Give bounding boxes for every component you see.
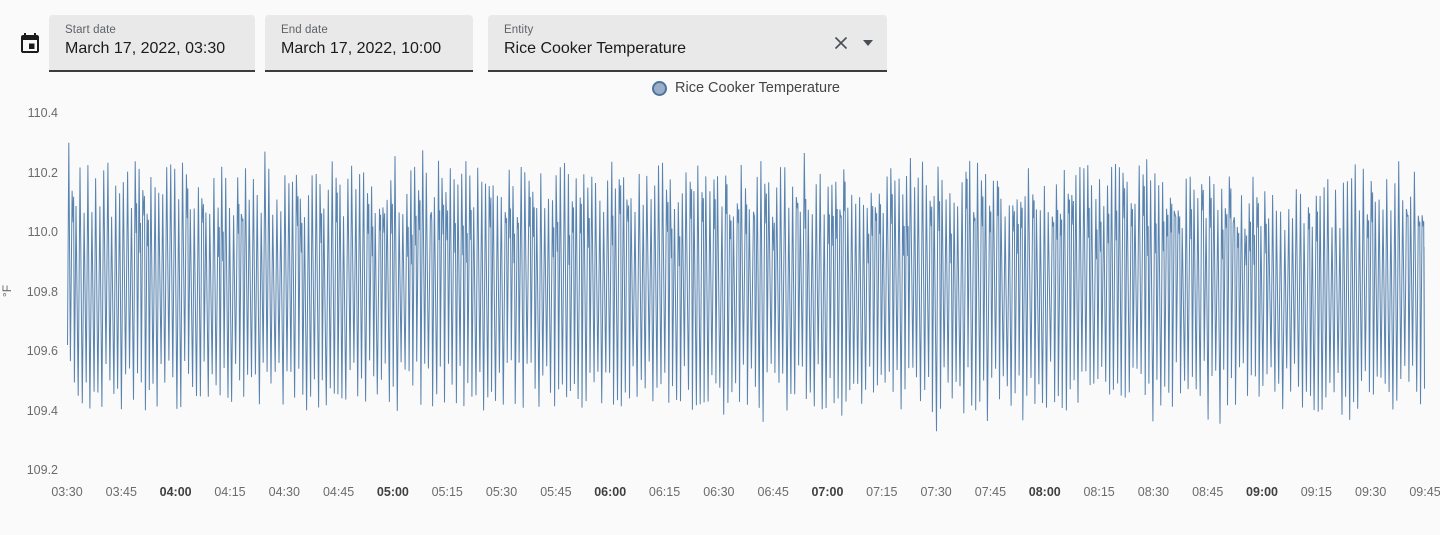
x-tick-label: 04:00 xyxy=(159,485,192,499)
x-tick-label: 07:30 xyxy=(920,485,952,499)
end-date-value: March 17, 2022, 10:00 xyxy=(281,40,442,57)
x-tick-label: 03:30 xyxy=(51,485,83,499)
y-tick-label: 109.2 xyxy=(26,463,58,477)
chart-legend: Rice Cooker Temperature xyxy=(67,80,1425,96)
y-axis-unit: °F xyxy=(0,284,14,298)
calendar-icon[interactable] xyxy=(14,28,46,60)
x-tick-label: 07:15 xyxy=(866,485,898,499)
x-tick-label: 08:30 xyxy=(1137,485,1170,499)
x-tick-label: 04:45 xyxy=(322,485,355,499)
x-tick-label: 07:45 xyxy=(974,485,1007,499)
y-tick-label: 110.0 xyxy=(27,225,58,239)
clear-entity-icon[interactable] xyxy=(831,33,851,53)
start-date-label: Start date xyxy=(65,24,116,36)
x-tick-label: 08:00 xyxy=(1028,485,1061,499)
start-date-field[interactable]: Start date March 17, 2022, 03:30 xyxy=(49,15,255,72)
y-tick-label: 110.4 xyxy=(27,106,58,120)
legend-dot-icon xyxy=(652,80,668,96)
x-tick-label: 09:30 xyxy=(1355,485,1387,499)
calendar-icon-glyph xyxy=(21,33,39,53)
end-date-label: End date xyxy=(281,24,328,36)
x-tick-label: 06:15 xyxy=(648,485,681,499)
end-date-field[interactable]: End date March 17, 2022, 10:00 xyxy=(265,15,473,72)
x-tick-label: 04:30 xyxy=(268,485,300,499)
x-tick-label: 06:30 xyxy=(703,485,735,499)
x-tick-label: 08:45 xyxy=(1192,485,1224,499)
dropdown-caret-icon[interactable] xyxy=(861,38,875,48)
start-date-value: March 17, 2022, 03:30 xyxy=(65,40,226,57)
legend-item-label: Rice Cooker Temperature xyxy=(675,80,840,96)
entity-label: Entity xyxy=(504,24,534,36)
x-tick-label: 05:30 xyxy=(485,485,518,499)
entity-value: Rice Cooker Temperature xyxy=(504,40,687,57)
x-tick-label: 07:00 xyxy=(811,485,844,499)
x-tick-label: 09:00 xyxy=(1246,485,1279,499)
temperature-line-series xyxy=(67,142,1425,432)
y-tick-label: 109.6 xyxy=(26,344,58,358)
caret-down-glyph xyxy=(863,39,873,46)
x-tick-label: 06:45 xyxy=(757,485,789,499)
x-tick-label: 03:45 xyxy=(105,485,137,499)
x-tick-label: 05:00 xyxy=(376,485,409,499)
x-tick-label: 06:00 xyxy=(594,485,627,499)
close-x-icon xyxy=(834,36,848,49)
x-tick-label: 05:15 xyxy=(431,485,463,499)
x-tick-label: 04:15 xyxy=(214,485,246,499)
legend-item-rice-cooker[interactable]: Rice Cooker Temperature xyxy=(652,80,840,96)
temperature-chart-plot[interactable] xyxy=(67,113,1425,470)
y-tick-label: 110.2 xyxy=(27,165,58,180)
entity-field[interactable]: Entity Rice Cooker Temperature xyxy=(488,15,887,72)
y-tick-label: 109.4 xyxy=(26,403,58,418)
x-tick-label: 09:45 xyxy=(1409,485,1440,499)
x-tick-label: 05:45 xyxy=(540,485,572,499)
x-tick-label: 09:15 xyxy=(1300,485,1332,499)
x-tick-label: 08:15 xyxy=(1083,485,1115,499)
y-tick-label: 109.8 xyxy=(26,284,58,299)
